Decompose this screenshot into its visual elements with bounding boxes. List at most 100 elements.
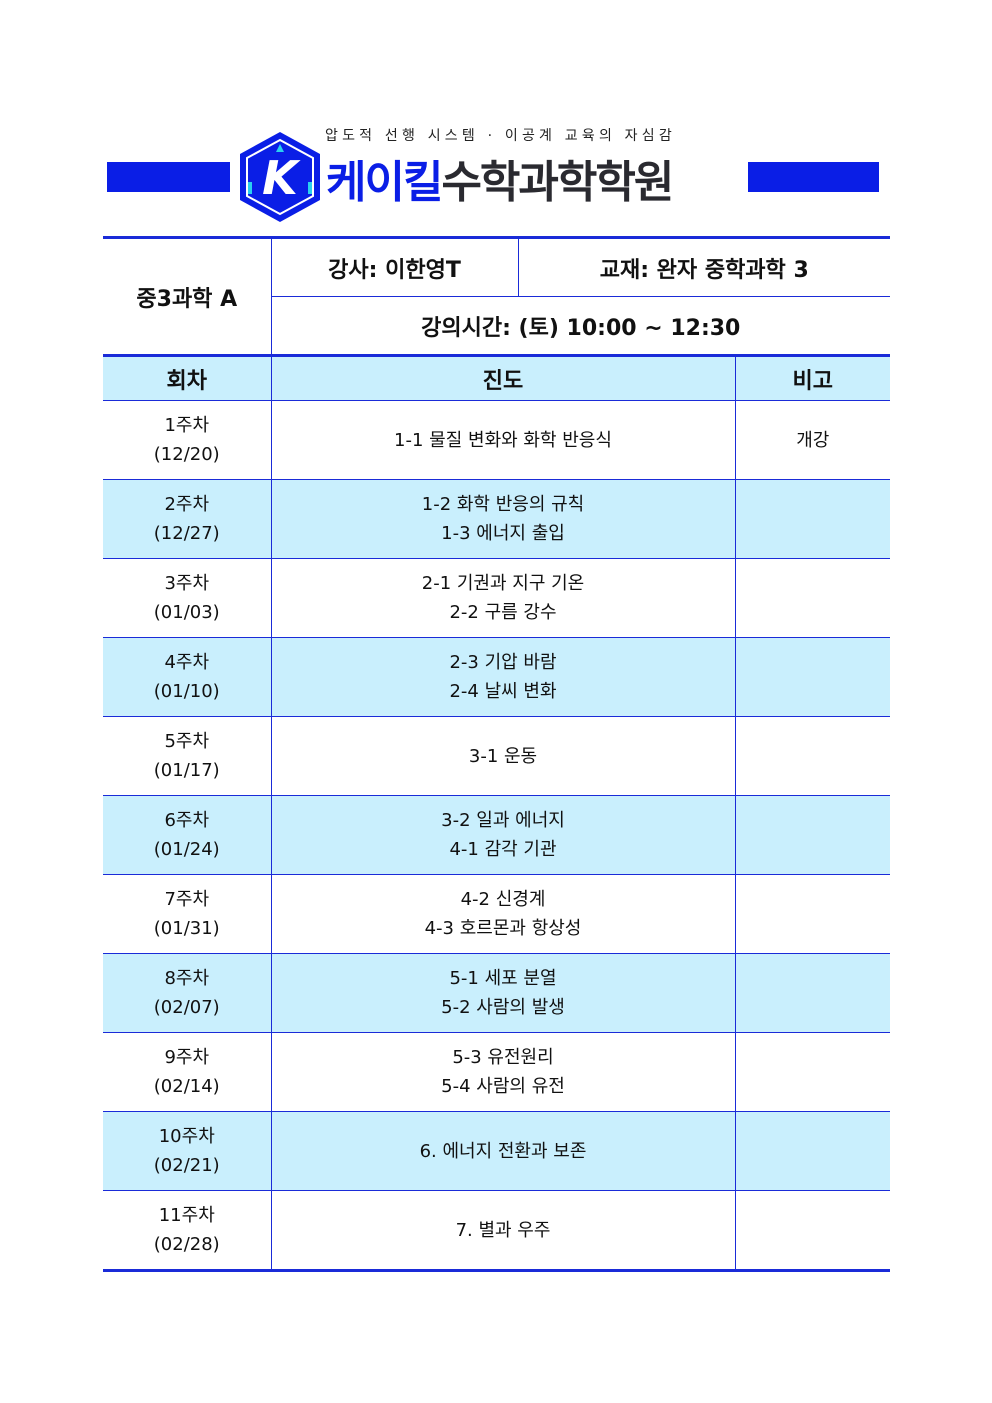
- topic: 2-3 기압 바람: [449, 652, 557, 673]
- table-row: 6주차 (01/24) 3-2 일과 에너지 4-1 감각 기관: [103, 795, 891, 875]
- table-row: 2주차 (12/27) 1-2 화학 반응의 규칙 1-3 에너지 출입: [103, 479, 891, 559]
- date: (02/07): [153, 997, 220, 1018]
- date: (01/31): [153, 918, 220, 939]
- session-cell: 7주차 (01/31): [103, 874, 272, 954]
- topic: 5-1 세포 분열: [449, 968, 557, 989]
- table-row: 11주차 (02/28) 7. 별과 우주: [103, 1190, 891, 1272]
- table-row: 9주차 (02/14) 5-3 유전원리 5-4 사람의 유전: [103, 1032, 891, 1112]
- date: (01/17): [153, 760, 220, 781]
- progress-cell: 1-1 물질 변화와 화학 반응식: [270, 400, 736, 480]
- topic: 2-4 날씨 변화: [449, 681, 557, 702]
- progress-cell: 2-3 기압 바람 2-4 날씨 변화: [270, 637, 736, 717]
- topic: 4-2 신경계: [460, 889, 546, 910]
- column-header-progress: 진도: [270, 354, 736, 401]
- note-cell: [734, 558, 891, 638]
- week: 4주차: [164, 652, 210, 673]
- topic: 5-3 유전원리: [452, 1047, 554, 1068]
- date: (02/21): [153, 1155, 220, 1176]
- textbook: 교재: 완자 중학과학 3: [517, 236, 891, 297]
- logo-bar-left: [107, 162, 230, 192]
- progress-cell: 1-2 화학 반응의 규칙 1-3 에너지 출입: [270, 479, 736, 559]
- week: 6주차: [164, 810, 210, 831]
- table-row: 8주차 (02/07) 5-1 세포 분열 5-2 사람의 발생: [103, 953, 891, 1033]
- brand-name-blue: 케이킬: [326, 157, 443, 208]
- topic: 5-4 사람의 유전: [441, 1076, 565, 1097]
- date: (12/27): [153, 523, 220, 544]
- topic: 6. 에너지 전환과 보존: [419, 1140, 587, 1162]
- week: 8주차: [164, 968, 210, 989]
- table-row: 10주차 (02/21) 6. 에너지 전환과 보존: [103, 1111, 891, 1191]
- table-row: 7주차 (01/31) 4-2 신경계 4-3 호르몬과 항상성: [103, 874, 891, 954]
- tagline: 압도적 선행 시스템 · 이공계 교육의 자심감: [325, 128, 676, 144]
- date: (12/20): [153, 444, 220, 465]
- topic: 4-1 감각 기관: [449, 839, 557, 860]
- logo-letter: K: [262, 151, 301, 205]
- session-cell: 6주차 (01/24): [103, 795, 272, 875]
- date: (01/10): [153, 681, 220, 702]
- session-cell: 3주차 (01/03): [103, 558, 272, 638]
- progress-cell: 4-2 신경계 4-3 호르몬과 항상성: [270, 874, 736, 954]
- progress-cell: 7. 별과 우주: [270, 1190, 736, 1272]
- table-row: 4주차 (01/10) 2-3 기압 바람 2-4 날씨 변화: [103, 637, 891, 717]
- note-cell: 개강: [734, 400, 891, 480]
- session-cell: 1주차 (12/20): [103, 400, 272, 480]
- class-time: 강의시간: (토) 10:00 ~ 12:30: [271, 296, 891, 356]
- note-cell: [734, 1032, 891, 1112]
- logo-bar-right: [748, 162, 879, 192]
- table-row: 3주차 (01/03) 2-1 기권과 지구 기온 2-2 구름 강수: [103, 558, 891, 638]
- date: (02/28): [153, 1234, 220, 1255]
- topic: 1-3 에너지 출입: [441, 523, 565, 544]
- week: 5주차: [164, 731, 210, 752]
- week: 10주차: [158, 1126, 215, 1147]
- session-cell: 10주차 (02/21): [103, 1111, 272, 1191]
- session-cell: 8주차 (02/07): [103, 953, 272, 1033]
- date: (02/14): [153, 1076, 220, 1097]
- week: 11주차: [158, 1205, 215, 1226]
- schedule-table: 중3과학 A 강사: 이한영T 교재: 완자 중학과학 3 강의시간: (토) …: [103, 236, 891, 1272]
- note-cell: [734, 1190, 891, 1272]
- brand-name: 케이킬수학과학학원: [326, 146, 674, 210]
- session-cell: 2주차 (12/27): [103, 479, 272, 559]
- session-cell: 9주차 (02/14): [103, 1032, 272, 1112]
- topic: 2-1 기권과 지구 기온: [421, 573, 585, 594]
- note-cell: [734, 953, 891, 1033]
- progress-cell: 5-1 세포 분열 5-2 사람의 발생: [270, 953, 736, 1033]
- topic: 3-1 운동: [468, 745, 538, 767]
- column-header-note: 비고: [734, 354, 891, 401]
- brand-name-dark: 수학과학학원: [441, 157, 674, 208]
- progress-cell: 3-1 운동: [270, 716, 736, 796]
- topic: 5-2 사람의 발생: [441, 997, 565, 1018]
- progress-cell: 2-1 기권과 지구 기온 2-2 구름 강수: [270, 558, 736, 638]
- session-cell: 4주차 (01/10): [103, 637, 272, 717]
- progress-cell: 6. 에너지 전환과 보존: [270, 1111, 736, 1191]
- column-header-session: 회차: [103, 354, 272, 401]
- week: 2주차: [164, 494, 210, 515]
- week: 7주차: [164, 889, 210, 910]
- week: 3주차: [164, 573, 210, 594]
- date: (01/03): [153, 602, 220, 623]
- week: 1주차: [164, 415, 210, 436]
- note-cell: [734, 795, 891, 875]
- progress-cell: 3-2 일과 에너지 4-1 감각 기관: [270, 795, 736, 875]
- note-cell: [734, 1111, 891, 1191]
- session-cell: 5주차 (01/17): [103, 716, 272, 796]
- session-cell: 11주차 (02/28): [103, 1190, 272, 1272]
- topic: 4-3 호르몬과 항상성: [424, 918, 582, 939]
- note-cell: [734, 637, 891, 717]
- progress-cell: 5-3 유전원리 5-4 사람의 유전: [270, 1032, 736, 1112]
- note-cell: [734, 716, 891, 796]
- logo-hexagon-icon: K: [240, 132, 320, 222]
- topic: 1-2 화학 반응의 규칙: [421, 494, 585, 515]
- topic: 7. 별과 우주: [455, 1219, 551, 1241]
- date: (01/24): [153, 839, 220, 860]
- course-name: 중3과학 A: [103, 236, 272, 356]
- topic: 1-1 물질 변화와 화학 반응식: [394, 429, 612, 451]
- table-row: 5주차 (01/17) 3-1 운동: [103, 716, 891, 796]
- note-cell: [734, 874, 891, 954]
- note-cell: [734, 479, 891, 559]
- topic: 3-2 일과 에너지: [441, 810, 565, 831]
- week: 9주차: [164, 1047, 210, 1068]
- topic: 2-2 구름 강수: [449, 602, 557, 623]
- table-row: 1주차 (12/20) 1-1 물질 변화와 화학 반응식 개강: [103, 400, 891, 480]
- instructor: 강사: 이한영T: [270, 236, 519, 297]
